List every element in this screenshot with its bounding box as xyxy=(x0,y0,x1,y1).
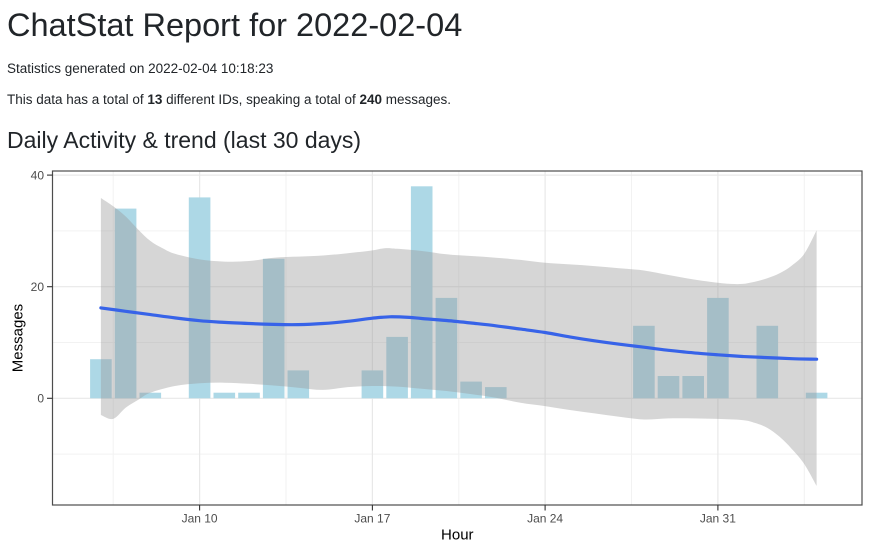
trend-confidence-band xyxy=(100,197,817,486)
bar-jan-21 xyxy=(460,381,482,398)
summary-suffix: messages. xyxy=(382,91,452,107)
summary-line: This data has a total of 13 different ID… xyxy=(0,92,882,108)
bar-jan-20 xyxy=(435,297,458,398)
bar-jan-28 xyxy=(633,325,655,398)
bar-jan-12 xyxy=(238,392,260,398)
bar-jan-6 xyxy=(90,358,112,398)
x-tick-label: Jan 31 xyxy=(700,511,736,525)
bar-jan-22 xyxy=(485,386,507,398)
page-title: ChatStat Report for 2022-02-04 xyxy=(7,7,463,43)
bar-jan-18 xyxy=(386,336,408,398)
bar-feb-2 xyxy=(756,325,779,398)
y-tick-label: 40 xyxy=(31,168,45,182)
summary-prefix: This data has a total of xyxy=(7,91,148,107)
bar-jan-31 xyxy=(707,297,729,398)
bar-jan-7 xyxy=(114,208,137,398)
y-tick-label: 0 xyxy=(37,391,44,405)
x-tick-label: Jan 17 xyxy=(354,511,390,525)
bar-jan-10 xyxy=(188,197,211,398)
daily-activity-chart: Jan 10 Jan 17 Jan 24 Jan 31 0 20 40 Hour Message… xyxy=(10,168,863,543)
bar-jan-19 xyxy=(410,185,433,398)
bar-jan-13 xyxy=(262,258,285,398)
bar-jan-11 xyxy=(213,392,236,398)
y-tick-label: 20 xyxy=(31,280,45,294)
summary-middle: different IDs, speaking a total of xyxy=(162,91,360,107)
summary-message-count: 240 xyxy=(359,91,383,107)
generated-timestamp: Statistics generated on 2022-02-04 10:18… xyxy=(7,61,274,76)
y-axis-title: Messages xyxy=(10,303,27,371)
bar-jan-14 xyxy=(287,370,310,398)
x-tick-label: Jan 10 xyxy=(182,511,218,525)
report-page: ChatStat Report for 2022-02-04 Statistic… xyxy=(0,6,882,545)
bar-feb-4 xyxy=(805,392,828,398)
section-title: Daily Activity & trend (last 30 days) xyxy=(7,127,362,154)
trend-line xyxy=(99,305,819,361)
panel-border xyxy=(51,170,863,506)
x-axis-title: Hour xyxy=(441,526,474,543)
bar-jan-17 xyxy=(361,370,384,398)
bar-jan-29 xyxy=(657,375,680,398)
bar-jan-30 xyxy=(682,375,704,398)
summary-id-count: 13 xyxy=(147,91,163,107)
bar-jan-8 xyxy=(139,392,162,398)
x-tick-label: Jan 24 xyxy=(527,511,563,525)
